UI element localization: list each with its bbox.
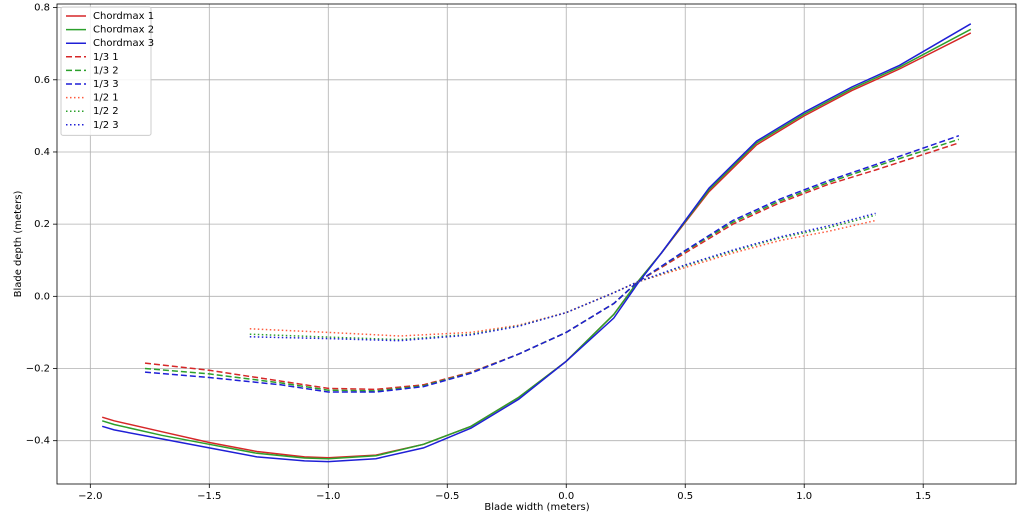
y-axis-label: Blade depth (meters) [13, 190, 24, 297]
legend-label: Chordmax 1 [93, 11, 154, 22]
plot-frame [56, 3, 1017, 485]
series-line [249, 219, 876, 337]
legend-label: Chordmax 3 [93, 38, 154, 49]
series-line [249, 214, 876, 341]
y-tick-label: 0.0 [34, 291, 50, 302]
legend-box [60, 6, 152, 136]
y-tick-label: 0.4 [34, 147, 50, 158]
series-line [101, 23, 972, 463]
x-tick-label: −2.0 [78, 491, 102, 502]
series-line [144, 142, 960, 391]
series-line [144, 138, 960, 392]
x-axis-label: Blade width (meters) [484, 502, 589, 513]
legend-label: 1/3 3 [93, 79, 119, 90]
series-line [144, 134, 960, 393]
x-tick-label: 1.5 [915, 491, 931, 502]
series-line [101, 32, 972, 459]
legend-label: 1/3 2 [93, 65, 119, 76]
legend-label: 1/3 1 [93, 52, 119, 63]
y-tick-label: −0.2 [26, 364, 50, 375]
x-tick-label: −0.5 [435, 491, 459, 502]
y-tick-label: 0.8 [34, 3, 50, 14]
legend-label: 1/2 2 [93, 106, 119, 117]
y-tick-label: −0.4 [26, 436, 50, 447]
legend-label: 1/2 3 [93, 120, 119, 131]
x-tick-label: 0.5 [677, 491, 693, 502]
x-tick-label: −1.5 [197, 491, 221, 502]
x-tick-label: −1.0 [316, 491, 340, 502]
series-line [101, 28, 972, 460]
series-line [249, 212, 876, 342]
y-tick-label: 0.6 [34, 75, 50, 86]
legend-label: 1/2 1 [93, 93, 119, 104]
y-tick-label: 0.2 [34, 219, 50, 230]
x-tick-label: 0.0 [558, 491, 574, 502]
x-tick-label: 1.0 [796, 491, 812, 502]
legend-label: Chordmax 2 [93, 25, 154, 36]
